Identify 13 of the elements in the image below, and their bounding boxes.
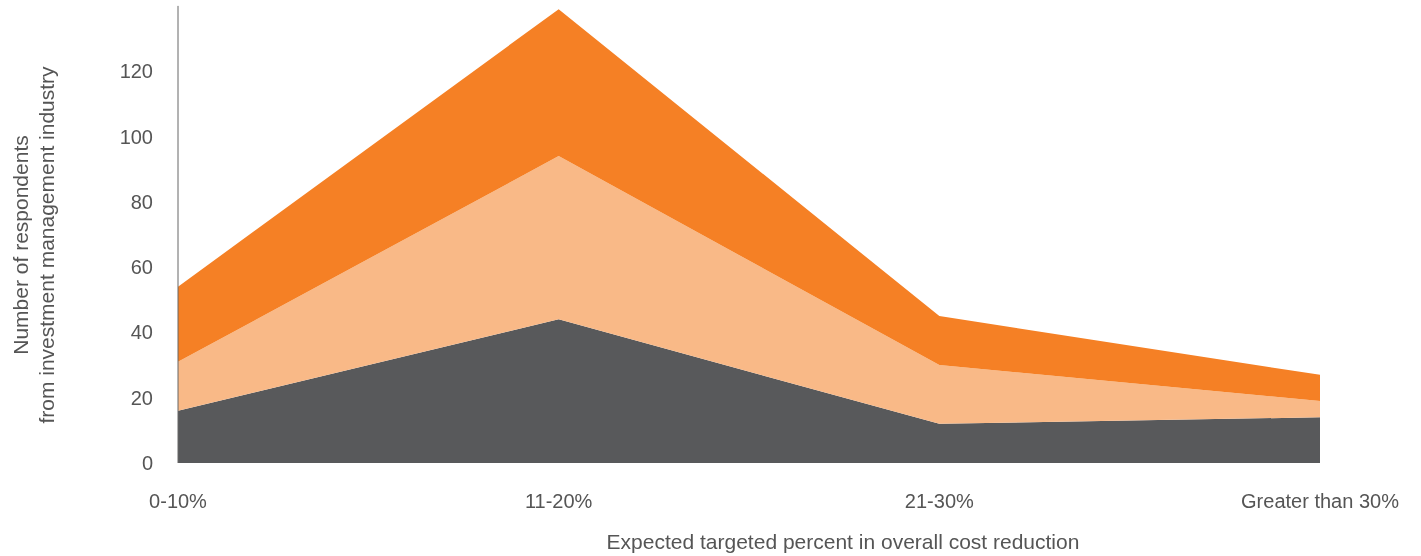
- y-tick-label: 20: [130, 386, 153, 409]
- y-tick-label: 80: [130, 190, 153, 213]
- x-axis-title: Expected targeted percent in overall cost reduction: [606, 530, 1080, 553]
- y-tick-label: 120: [119, 60, 153, 83]
- y-tick-label: 40: [130, 321, 153, 344]
- x-tick-label: Greater than 30%: [1241, 490, 1400, 512]
- x-tick-label: 11-20%: [524, 490, 593, 512]
- y-axis-title: Number of respondents from investment management industry: [9, 65, 58, 424]
- y-tick-label: 100: [119, 125, 153, 148]
- x-tick-label: 0-10%: [149, 490, 208, 512]
- y-tick-label: 0: [141, 452, 153, 474]
- y-tick-label: 60: [130, 256, 153, 279]
- x-tick-label: 21-30%: [904, 490, 975, 512]
